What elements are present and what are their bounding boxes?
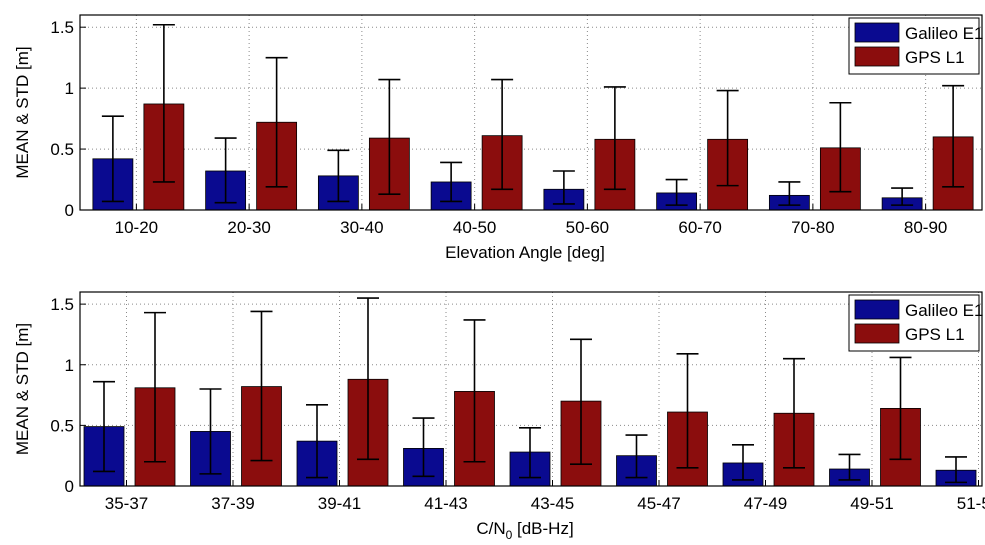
plot-frame xyxy=(79,291,983,487)
legend-swatch xyxy=(854,323,900,344)
x-tick-label: 35-37 xyxy=(105,494,148,513)
legend: Galileo E1 GPS L1 xyxy=(848,294,983,352)
legend: Galileo E1 GPS L1 xyxy=(848,17,983,75)
x-axis-label: C/N0 [dB-Hz] xyxy=(476,519,573,540)
x-tick-label: 37-39 xyxy=(211,494,254,513)
y-tick-label: 0.5 xyxy=(50,140,74,159)
x-axis-label: Elevation Angle [deg] xyxy=(445,243,605,262)
x-tick-label: 30-40 xyxy=(340,218,383,237)
x-axis-label-subscript: 0 xyxy=(506,528,513,540)
y-axis-label: MEAN & STD [m] xyxy=(13,323,32,455)
x-axis-label-suffix: [dB-Hz] xyxy=(512,519,573,538)
legend-label: GPS L1 xyxy=(905,48,965,67)
x-tick-label: 80-90 xyxy=(904,218,947,237)
chart-panel-1: 0 0.5 1 1.5 10-20 20-30 30-40 40-50 50-60 60-70 70… xyxy=(13,14,983,262)
x-tick-label: 51-53 xyxy=(957,494,985,513)
x-tick-label: 39-41 xyxy=(318,494,361,513)
y-tick-label: 0 xyxy=(65,477,74,496)
legend-swatch xyxy=(854,22,900,43)
x-tick-label: 70-80 xyxy=(791,218,834,237)
y-axis-label: MEAN & STD [m] xyxy=(13,46,32,178)
series-galileo-e1 xyxy=(83,380,977,487)
legend-label: Galileo E1 xyxy=(905,301,983,320)
chart-panel-2: 0 0.5 1 1.5 35-37 37-39 39-41 41-43 43-45 45-47 47… xyxy=(13,291,985,542)
x-tick-label: 47-49 xyxy=(744,494,787,513)
y-tick-label: 1.5 xyxy=(50,295,74,314)
x-tick-label: 20-30 xyxy=(227,218,270,237)
y-tick-label: 0 xyxy=(65,201,74,220)
y-tick-label: 1.5 xyxy=(50,18,74,37)
x-tick-label: 49-51 xyxy=(850,494,893,513)
x-tick-label: 50-60 xyxy=(566,218,609,237)
legend-swatch xyxy=(854,46,900,67)
plot-frame xyxy=(79,14,983,211)
x-tick-label: 43-45 xyxy=(531,494,574,513)
legend-swatch xyxy=(854,299,900,320)
x-tick-label: 41-43 xyxy=(424,494,467,513)
series-gps-l1 xyxy=(134,297,921,487)
y-tick-label: 0.5 xyxy=(50,416,74,435)
x-tick-label: 60-70 xyxy=(678,218,721,237)
y-tick-label: 1 xyxy=(65,356,74,375)
series-galileo-e1 xyxy=(92,115,923,211)
legend-label: Galileo E1 xyxy=(905,24,983,43)
legend-label: GPS L1 xyxy=(905,325,965,344)
x-tick-label: 10-20 xyxy=(115,218,158,237)
y-tick-label: 1 xyxy=(65,79,74,98)
x-tick-label: 45-47 xyxy=(637,494,680,513)
x-tick-label: 40-50 xyxy=(453,218,496,237)
